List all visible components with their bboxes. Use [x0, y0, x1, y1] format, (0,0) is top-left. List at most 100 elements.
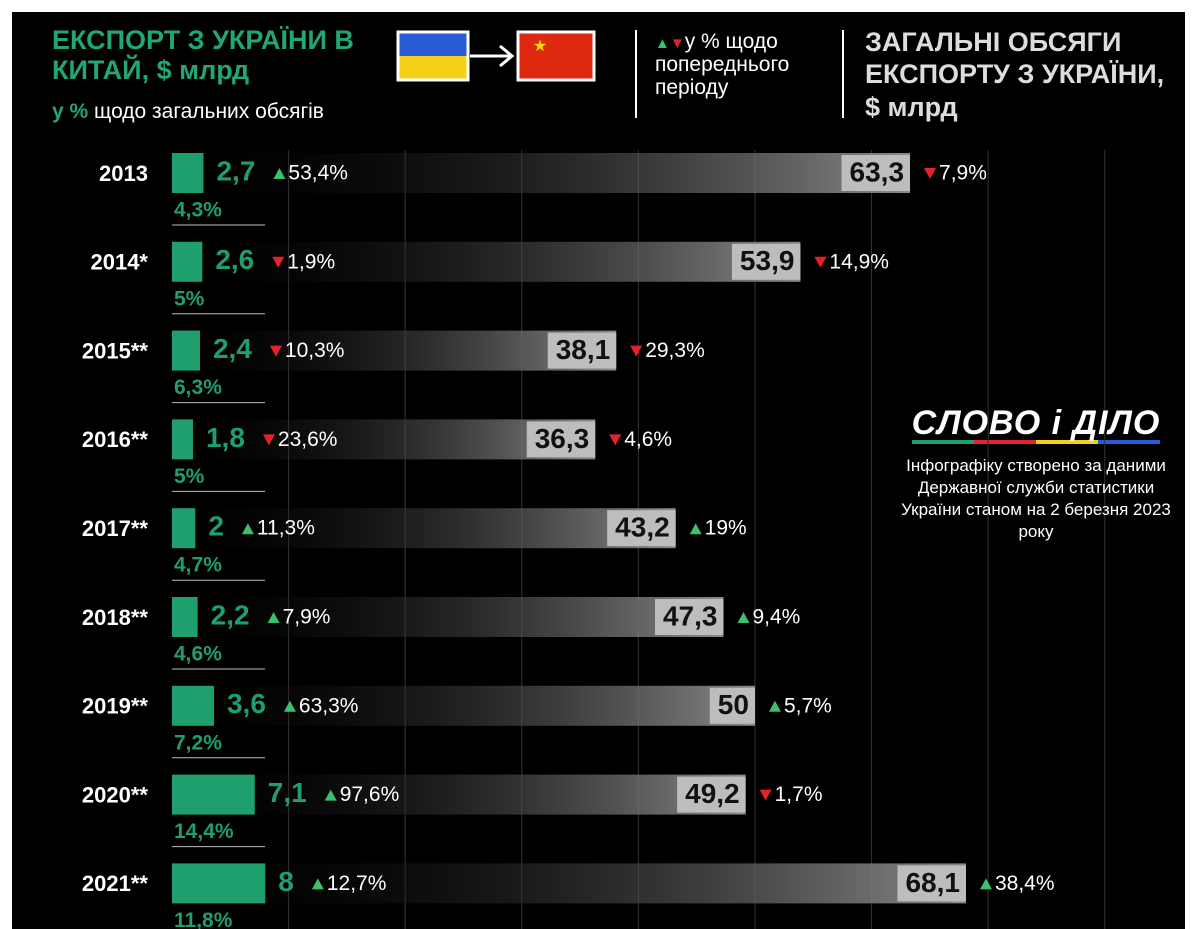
total-label-box: [526, 421, 596, 458]
share-label: 6,3%: [174, 376, 222, 399]
flag-ukraine: [396, 30, 470, 82]
arrow-down: [609, 434, 622, 446]
subtitle: у % щодо загальних обсягів: [52, 100, 324, 123]
export-value-label: 7,1: [268, 777, 307, 808]
total-value-label: 47,3: [663, 600, 718, 631]
export-change-label: 63,3%: [299, 694, 359, 717]
total-label-box: [709, 687, 755, 724]
y-tick-label: 2016**: [82, 427, 149, 452]
export-value-label: 2,4: [213, 333, 252, 364]
total-label-box: [677, 776, 746, 813]
export-change-label: 7,9%: [283, 606, 331, 629]
legend-down: ▼: [669, 35, 685, 52]
arrow-down: [272, 256, 285, 268]
arrow-up: [267, 612, 280, 623]
total-label-box: [897, 865, 966, 902]
total-value-label: 36,3: [535, 423, 590, 454]
share-label: 14,4%: [174, 820, 234, 843]
y-tick-label: 2015**: [82, 338, 149, 363]
export-bar: [172, 419, 193, 460]
total-change-label: 7,9%: [939, 162, 987, 185]
total-value-label: 49,2: [685, 778, 740, 809]
arrow: [470, 44, 515, 68]
total-value-label: 68,1: [905, 867, 960, 898]
export-value-label: 2,7: [216, 155, 255, 186]
total-bar: [172, 508, 676, 549]
total-change-label: 9,4%: [752, 606, 800, 629]
legend-up: ▲: [655, 35, 670, 52]
total-bar: [172, 774, 746, 815]
total-label-box: [607, 510, 676, 547]
export-bar: [172, 863, 266, 904]
arrow-down: [269, 345, 282, 357]
y-tick-label: 2018**: [82, 605, 149, 630]
arrow-down: [759, 789, 772, 801]
export-change-label: 10,3%: [285, 339, 345, 362]
total-change-label: 1,7%: [775, 783, 823, 806]
arrow-down: [262, 434, 275, 446]
export-value-label: 2,6: [215, 244, 254, 275]
total-change-label: 19%: [705, 517, 747, 540]
export-change-label: 97,6%: [340, 783, 400, 806]
share-label: 4,7%: [174, 554, 222, 577]
total-bar: [172, 241, 801, 282]
arrow-up: [283, 700, 296, 712]
export-bar: [172, 153, 204, 193]
export-bar: [172, 330, 200, 371]
total-bar: [172, 330, 617, 371]
export-value-label: 3,6: [227, 688, 266, 719]
y-tick-label: 2014*: [90, 250, 148, 275]
arrow-up: [324, 789, 337, 801]
legend-note: у % щодо попереднього періоду: [655, 30, 790, 100]
total-value-label: 53,9: [740, 245, 795, 276]
arrow-up: [311, 878, 324, 890]
arrow-down: [814, 256, 827, 268]
export-bar: [172, 597, 198, 637]
share-label: 11,8%: [174, 909, 233, 929]
total-bar: [172, 863, 966, 904]
logo-stripes: [912, 440, 1160, 444]
arrow-up: [979, 878, 992, 890]
y-tick-label: 2020**: [82, 782, 149, 807]
export-change-label: 12,7%: [327, 872, 387, 895]
source-note: Інфографіку створено за даними Державної…: [901, 456, 1171, 542]
total-value-label: 50: [718, 689, 749, 720]
total-change-label: 5,7%: [784, 694, 832, 717]
arrow-up: [241, 523, 254, 535]
y-tick-label: 2021**: [82, 871, 149, 896]
export-bar: [172, 241, 203, 282]
export-value-label: 2: [208, 511, 224, 542]
export-bar: [172, 774, 255, 815]
y-tick-label: 2019**: [82, 694, 149, 719]
legend: ▲▼у % щодо попереднього періоду: [655, 30, 830, 99]
arrow-down: [924, 168, 937, 179]
export-change-label: 11,3%: [257, 517, 315, 540]
total-value-label: 43,2: [615, 512, 670, 543]
logo: СЛОВО і ДІЛО: [911, 404, 1161, 442]
arrow-up: [273, 168, 286, 179]
total-change-label: 38,4%: [995, 872, 1055, 895]
y-tick-label: 2013: [99, 161, 148, 186]
svg-text:★: ★: [533, 38, 547, 55]
total-label-box: [731, 243, 801, 280]
total-change-label: 29,3%: [645, 339, 705, 362]
share-label: 4,3%: [174, 199, 222, 222]
export-value-label: 2,2: [211, 599, 250, 630]
total-label-box: [841, 155, 911, 191]
total-bar: [172, 685, 755, 726]
export-change-label: 23,6%: [278, 428, 338, 451]
total-label-box: [654, 599, 724, 635]
total-value-label: 38,1: [556, 334, 611, 365]
y-tick-label: 2017**: [82, 516, 149, 541]
total-change-label: 4,6%: [624, 428, 672, 451]
share-label: 5%: [174, 465, 205, 488]
export-value-label: 1,8: [206, 422, 245, 453]
export-bar: [172, 685, 214, 726]
subtitle-highlight: у %: [52, 100, 89, 123]
export-bar: [172, 508, 196, 549]
total-bar: [172, 419, 596, 460]
total-value-label: 63,3: [850, 156, 905, 187]
chart-title: ЕКСПОРТ З УКРАЇНИ В КИТАЙ, $ млрд: [52, 25, 354, 85]
